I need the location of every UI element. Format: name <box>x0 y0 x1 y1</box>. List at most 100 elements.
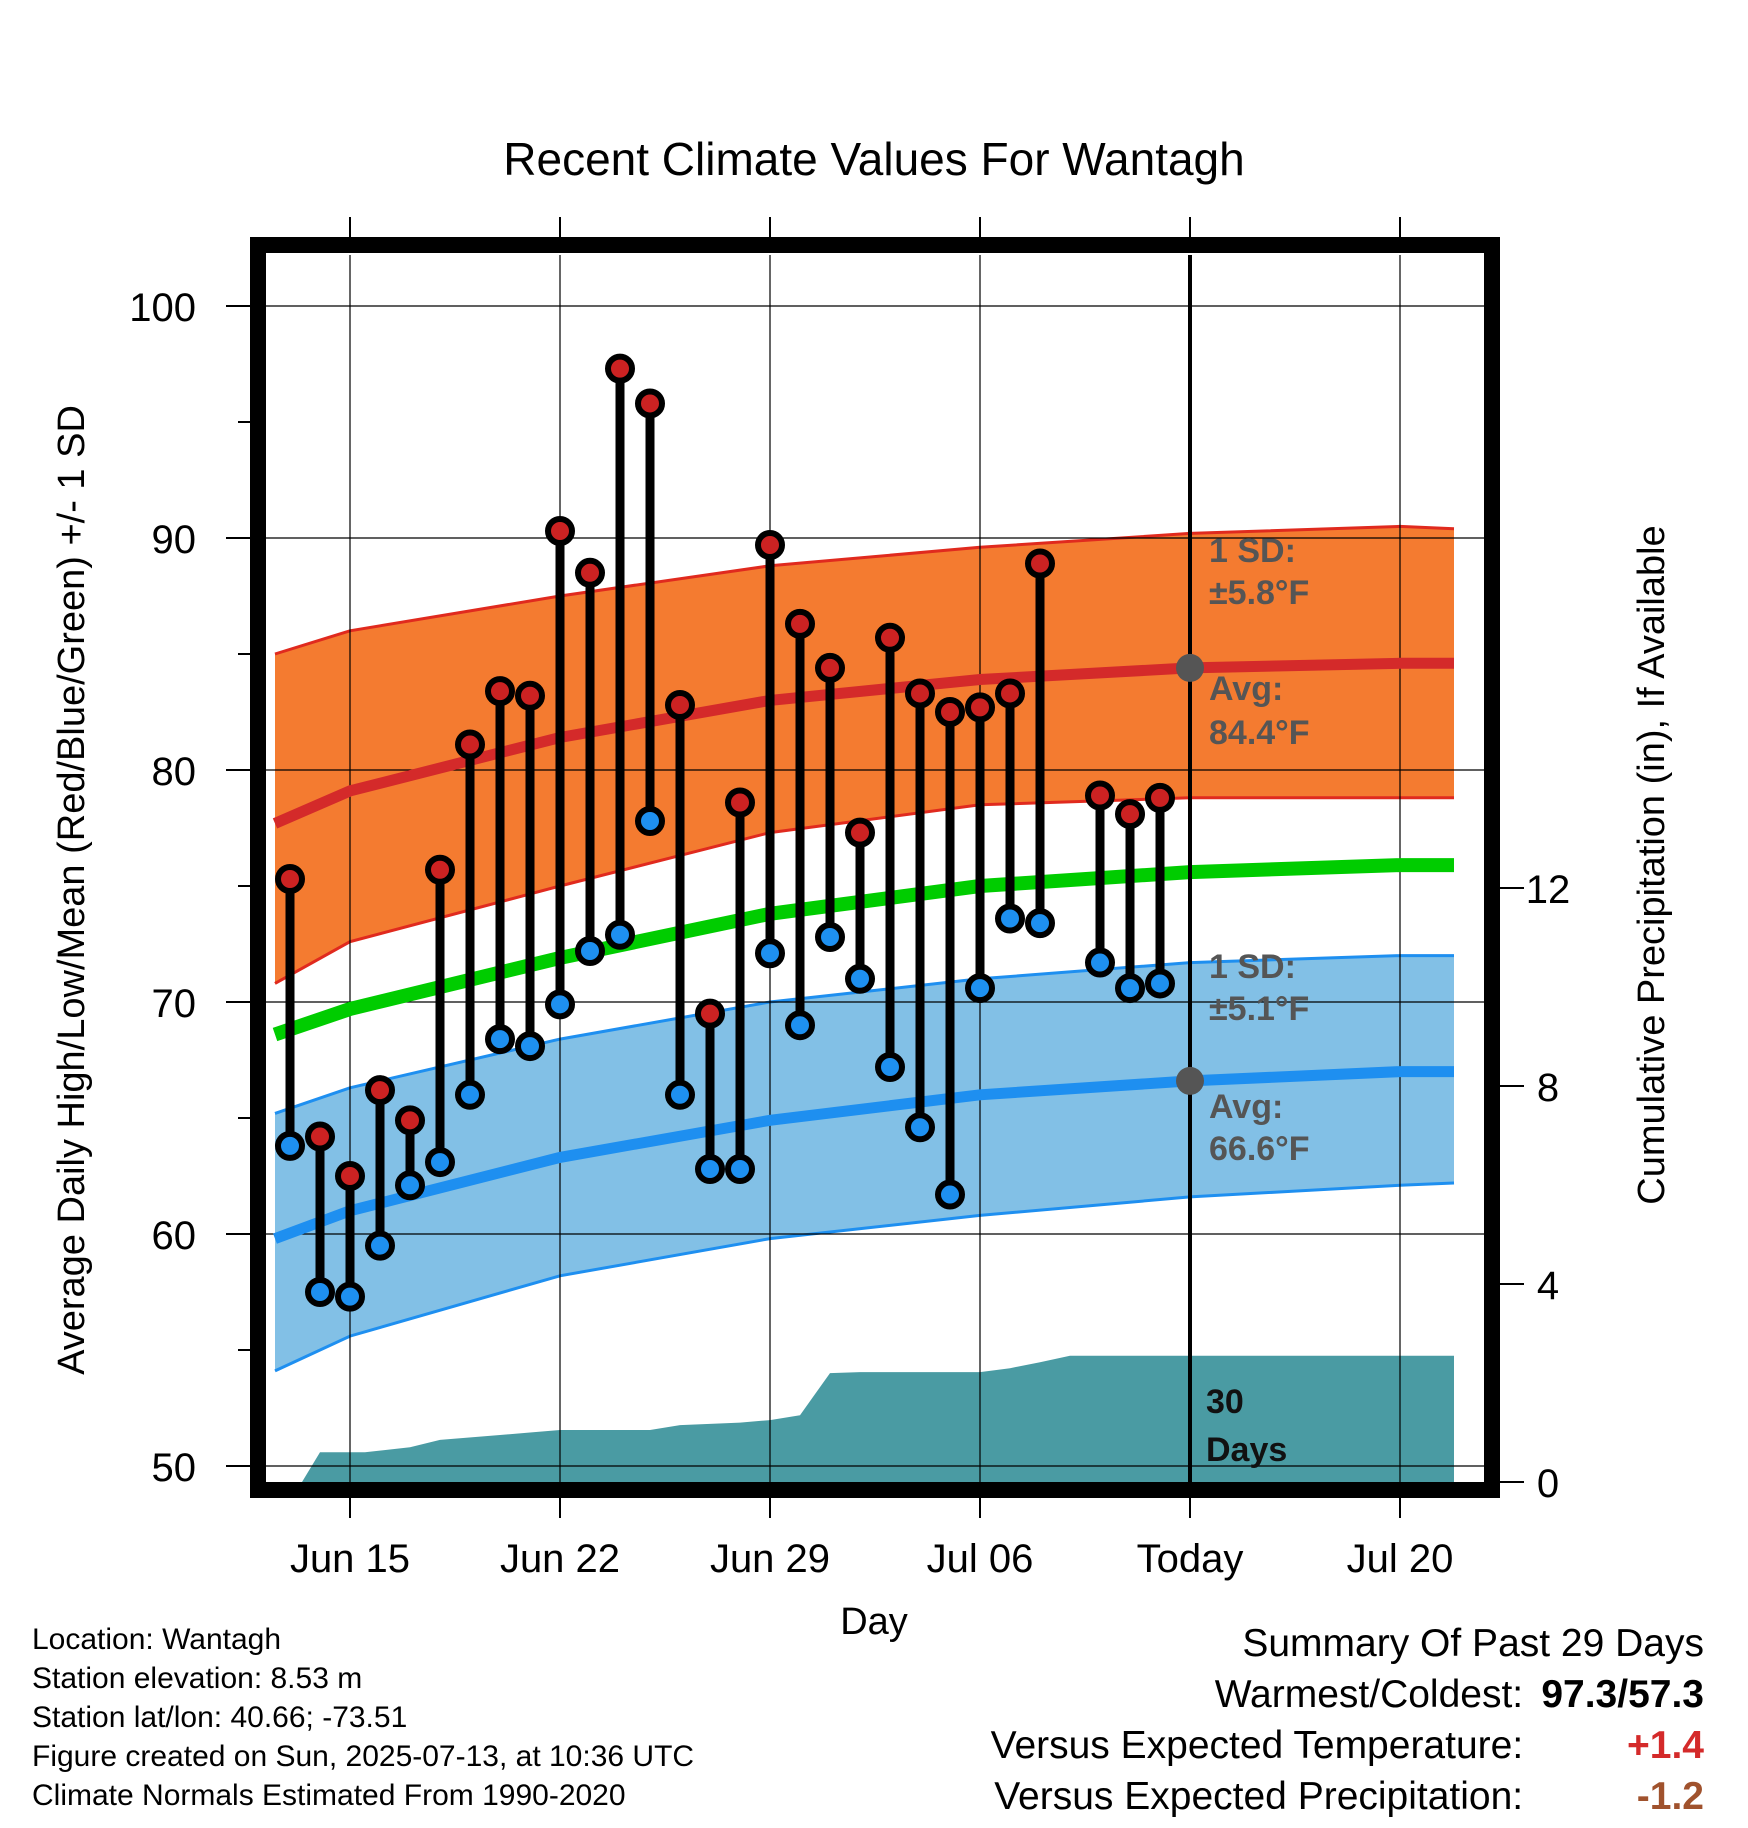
daily-low-point <box>1115 973 1145 1004</box>
created-text: Figure created on Sun, 2025-07-13, at 10… <box>32 1740 695 1773</box>
daily-low-point <box>485 1024 515 1055</box>
daily-low-point <box>755 938 785 969</box>
daily-high-point <box>335 1161 365 1191</box>
y-tick-label: 50 <box>152 1446 197 1490</box>
today-high-normal-marker <box>1176 653 1204 682</box>
normal-high-line <box>272 657 1454 829</box>
daily-high-point <box>455 729 485 760</box>
daily-low-point <box>1025 908 1055 939</box>
daily-high-point <box>725 787 755 818</box>
daily-high-point <box>1085 780 1115 811</box>
daily-low-point <box>785 1010 815 1041</box>
temp-row: Versus Expected Temperature: +1.4 <box>991 1720 1704 1771</box>
daily-high-point <box>935 697 965 727</box>
precip-row: Versus Expected Precipitation: -1.2 <box>991 1771 1704 1822</box>
daily-low-point <box>845 963 875 994</box>
warm-cold-value: 97.3/57.3 <box>1541 1673 1704 1716</box>
daily-high-point <box>485 676 515 707</box>
daily-low-point <box>725 1154 755 1185</box>
daily-high-point <box>575 557 605 588</box>
high-sd-band-lower-edge <box>274 796 1454 985</box>
daily-low-point <box>815 922 845 953</box>
daily-high-point <box>515 680 545 711</box>
daily-low-point <box>605 919 635 950</box>
summary-heading: Summary Of Past 29 Days <box>1242 1622 1704 1665</box>
low-sd-band-lower-edge <box>274 1181 1455 1373</box>
daily-low-point <box>395 1170 425 1201</box>
x-tick-label: Today <box>1137 1537 1244 1581</box>
high-avg-label: Avg: <box>1209 670 1283 708</box>
y-tick-label: 60 <box>152 1214 197 1258</box>
low-avg-label: Avg: <box>1209 1088 1283 1126</box>
daily-low-point <box>1085 947 1115 978</box>
high-avg-value: 84.4°F <box>1209 714 1310 752</box>
y2-axis-label: Cumulative Precipitation (in), If Availa… <box>1631 525 1673 1204</box>
daily-low-point <box>545 989 575 1020</box>
daily-high-point <box>995 678 1025 709</box>
daily-high-point <box>365 1075 395 1106</box>
daily-low-point <box>305 1277 335 1307</box>
daily-high-point <box>305 1121 335 1152</box>
daily-low-point <box>875 1051 905 1082</box>
high-sd-label: 1 SD: <box>1209 532 1296 570</box>
daily-low-point <box>365 1230 395 1261</box>
daily-high-point <box>1145 782 1175 813</box>
daily-low-point <box>335 1281 365 1312</box>
daily-high-point <box>1115 799 1145 830</box>
high-sd-band-upper-edge <box>274 524 1455 656</box>
daily-high-point <box>875 622 905 653</box>
y-tick-label: 70 <box>152 982 197 1026</box>
daily-low-point <box>935 1179 965 1210</box>
daily-low-point <box>515 1031 545 1062</box>
y2-tick-label: 8 <box>1537 1066 1559 1110</box>
daily-high-point <box>425 854 455 885</box>
daily-high-point <box>845 817 875 848</box>
plot-content <box>266 255 1484 1482</box>
daily-high-point <box>665 690 695 721</box>
today-low-normal-marker <box>1176 1066 1204 1095</box>
warm-cold-row: Warmest/Coldest: 97.3/57.3 <box>991 1669 1704 1720</box>
low-sd-band-fill <box>275 955 1454 1371</box>
high-sd-band-fill <box>275 526 1454 984</box>
daily-low-point <box>665 1079 695 1110</box>
daily-high-point <box>395 1105 425 1136</box>
y-tick-label: 100 <box>129 286 196 330</box>
station-info: Location: Wantagh Station elevation: 8.5… <box>32 1620 694 1815</box>
daily-low-point <box>425 1147 455 1178</box>
daily-high-point <box>905 678 935 709</box>
precip-days-text: Days <box>1206 1431 1287 1469</box>
precip-days-number: 30 <box>1206 1383 1244 1421</box>
low-sd-value: ±5.1°F <box>1209 990 1309 1028</box>
daily-low-point <box>455 1079 485 1110</box>
y2-tick-label: 4 <box>1537 1264 1559 1308</box>
daily-low-point <box>275 1130 305 1161</box>
y2-tick-label: 0 <box>1537 1462 1559 1506</box>
daily-high-point <box>275 864 305 895</box>
summary-panel: Summary Of Past 29 Days Warmest/Coldest:… <box>991 1618 1704 1822</box>
high-sd-value: ±5.8°F <box>1209 574 1309 612</box>
low-sd-label: 1 SD: <box>1209 948 1296 986</box>
elevation-text: Station elevation: 8.53 m <box>32 1662 363 1695</box>
daily-high-point <box>635 388 665 419</box>
daily-low-point <box>575 935 605 966</box>
x-axis-label: Day <box>840 1601 908 1643</box>
precip-value: -1.2 <box>1636 1775 1704 1818</box>
observations <box>275 353 1175 1312</box>
daily-high-point <box>785 608 815 639</box>
axes: Jun 15 Jun 22 Jun 29 Jul 06 Today Jul 20 50 60 7… <box>129 217 1570 1581</box>
chart-title: Recent Climate Values For Wantagh <box>503 133 1244 185</box>
daily-high-point <box>965 692 995 723</box>
x-tick-label: Jul 20 <box>1347 1537 1454 1581</box>
daily-high-point <box>695 998 725 1029</box>
plot-area <box>266 255 1484 1482</box>
precip-label: Versus Expected Precipitation: <box>994 1775 1524 1818</box>
daily-high-point <box>815 652 845 683</box>
x-tick-label: Jun 29 <box>710 1537 830 1581</box>
daily-high-point <box>545 516 575 547</box>
x-tick-label: Jun 22 <box>500 1537 620 1581</box>
precip-area <box>302 1355 1454 1482</box>
x-tick-label: Jul 06 <box>927 1537 1034 1581</box>
y2-tick-label: 12 <box>1526 868 1571 912</box>
y-axis-label: Average Daily High/Low/Mean (Red/Blue/Gr… <box>51 405 93 1375</box>
